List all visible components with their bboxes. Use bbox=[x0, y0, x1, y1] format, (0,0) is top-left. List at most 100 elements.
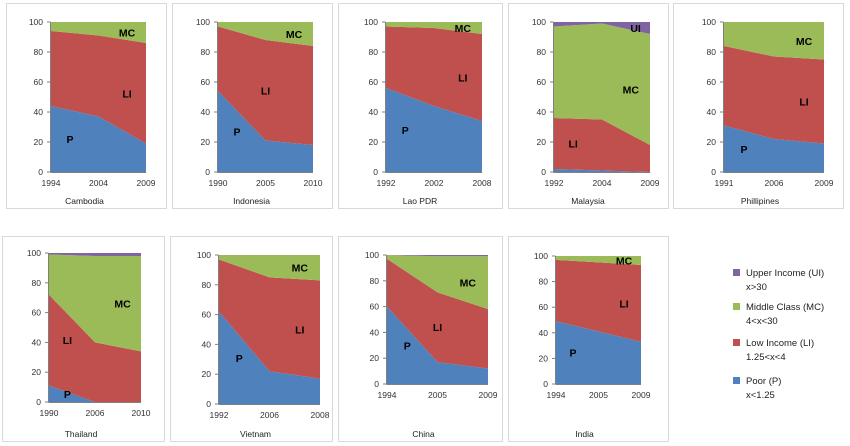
y-tick-label: 80 bbox=[32, 278, 42, 288]
legend-range: 1.25<x<4 bbox=[746, 352, 786, 363]
area-mc bbox=[387, 255, 488, 310]
y-tick-label: 100 bbox=[365, 250, 379, 260]
x-tick-label: 2006 bbox=[260, 410, 279, 420]
x-tick-label: 1994 bbox=[42, 178, 61, 188]
region-label-li: LI bbox=[122, 88, 131, 100]
x-tick-label: 2010 bbox=[304, 178, 323, 188]
x-tick-label: 1992 bbox=[545, 178, 564, 188]
area-p bbox=[49, 385, 141, 402]
x-tick-label: 2009 bbox=[815, 178, 834, 188]
y-tick-label: 60 bbox=[34, 77, 44, 87]
y-tick-label: 40 bbox=[201, 107, 211, 117]
x-tick-label: 2010 bbox=[132, 408, 151, 418]
region-label-mc: MC bbox=[623, 85, 640, 97]
y-tick-label: 60 bbox=[201, 77, 211, 87]
x-tick-label: 1994 bbox=[547, 390, 566, 400]
area-ui bbox=[554, 22, 650, 34]
area-p bbox=[556, 321, 641, 384]
legend-range: 4<x<30 bbox=[746, 316, 778, 327]
legend-item-li: Low Income (LI) 1.25<x<4 bbox=[733, 338, 814, 363]
country-name: Thailand bbox=[65, 429, 98, 439]
y-tick-label: 80 bbox=[707, 47, 717, 57]
y-tick-label: 80 bbox=[370, 276, 380, 286]
y-tick-label: 0 bbox=[373, 167, 378, 177]
y-tick-label: 100 bbox=[196, 17, 210, 27]
area-li bbox=[218, 26, 313, 145]
y-tick-label: 80 bbox=[537, 47, 547, 57]
area-ui bbox=[49, 253, 141, 256]
country-name: China bbox=[412, 429, 434, 439]
y-tick-label: 0 bbox=[541, 167, 546, 177]
x-tick-label: 2006 bbox=[86, 408, 105, 418]
y-tick-label: 60 bbox=[539, 302, 549, 312]
legend-range: x>30 bbox=[746, 282, 767, 293]
y-tick-label: 20 bbox=[370, 353, 380, 363]
region-label-mc: MC bbox=[286, 29, 303, 41]
area-p bbox=[386, 88, 482, 172]
legend: Upper Income (UI) x>30 Middle Class (MC) 4<… bbox=[733, 268, 824, 401]
y-tick-label: 60 bbox=[369, 77, 379, 87]
y-tick-label: 40 bbox=[537, 107, 547, 117]
y-tick-label: 40 bbox=[539, 328, 549, 338]
y-tick-label: 60 bbox=[370, 302, 380, 312]
region-label-mc: MC bbox=[292, 263, 309, 275]
y-tick-label: 20 bbox=[32, 367, 42, 377]
x-tick-label: 2005 bbox=[589, 390, 608, 400]
region-label-mc: MC bbox=[796, 36, 813, 48]
country-name: Lao PDR bbox=[403, 196, 438, 206]
region-label-p: P bbox=[404, 340, 411, 352]
region-label-li: LI bbox=[799, 97, 808, 109]
panel-lao-pdr: 0 20 40 60 80 100 1992 2002 2008 Lao PDR P LI MC bbox=[338, 3, 503, 209]
legend-name: Low Income (LI) bbox=[746, 338, 814, 349]
y-tick-label: 0 bbox=[38, 167, 43, 177]
country-name: Indonesia bbox=[233, 196, 270, 206]
country-name: Malaysia bbox=[571, 196, 605, 206]
area-li bbox=[554, 118, 650, 172]
y-tick-label: 40 bbox=[369, 107, 379, 117]
y-tick-label: 20 bbox=[707, 137, 717, 147]
x-tick-label: 2005 bbox=[256, 178, 275, 188]
region-label-li: LI bbox=[261, 85, 270, 97]
region-label-li: LI bbox=[569, 139, 578, 151]
y-tick-label: 0 bbox=[205, 167, 210, 177]
x-tick-label: 1990 bbox=[209, 178, 228, 188]
country-name: Phillipines bbox=[741, 196, 779, 206]
region-label-mc: MC bbox=[460, 278, 477, 290]
panel-thailand: 0 20 40 60 80 100 1990 2006 2010 Thailand P LI MC bbox=[2, 236, 165, 442]
area-mc bbox=[554, 23, 650, 145]
y-tick-label: 100 bbox=[29, 17, 43, 27]
area-li bbox=[724, 46, 824, 144]
y-tick-label: 80 bbox=[201, 47, 211, 57]
area-li bbox=[556, 259, 641, 342]
area-li bbox=[219, 259, 320, 379]
legend-item-p: Poor (P) x<1.25 bbox=[733, 376, 781, 401]
x-tick-label: 2009 bbox=[479, 390, 498, 400]
y-tick-label: 40 bbox=[34, 107, 44, 117]
y-tick-label: 20 bbox=[201, 137, 211, 147]
panel-indonesia: 0 20 40 60 80 100 1990 2005 2010 Indonesia P LI MC bbox=[172, 3, 333, 209]
x-tick-label: 2009 bbox=[632, 390, 651, 400]
panel-china: 0 20 40 60 80 100 1994 2005 2009 China P LI MC bbox=[338, 236, 503, 442]
legend-item-ui: Upper Income (UI) x>30 bbox=[733, 268, 824, 293]
region-label-p: P bbox=[66, 134, 73, 146]
x-tick-label: 1994 bbox=[378, 390, 397, 400]
y-tick-label: 20 bbox=[202, 369, 212, 379]
y-tick-label: 60 bbox=[32, 308, 42, 318]
x-tick-label: 2008 bbox=[311, 410, 330, 420]
region-label-li: LI bbox=[433, 322, 442, 334]
region-label-mc: MC bbox=[119, 28, 136, 40]
area-ui bbox=[387, 255, 488, 257]
y-tick-label: 100 bbox=[27, 248, 41, 258]
y-tick-label: 20 bbox=[539, 353, 549, 363]
country-name: India bbox=[575, 429, 594, 439]
panel-vietnam: 0 20 40 60 80 100 1992 2006 2008 Vietnam P LI MC bbox=[170, 236, 333, 442]
y-tick-label: 0 bbox=[711, 167, 716, 177]
y-tick-label: 20 bbox=[34, 137, 44, 147]
region-label-p: P bbox=[740, 144, 747, 156]
area-li bbox=[51, 31, 146, 144]
x-tick-label: 2006 bbox=[765, 178, 784, 188]
legend-item-mc: Middle Class (MC) 4<x<30 bbox=[733, 302, 824, 327]
y-tick-label: 100 bbox=[364, 17, 378, 27]
y-tick-label: 80 bbox=[539, 277, 549, 287]
